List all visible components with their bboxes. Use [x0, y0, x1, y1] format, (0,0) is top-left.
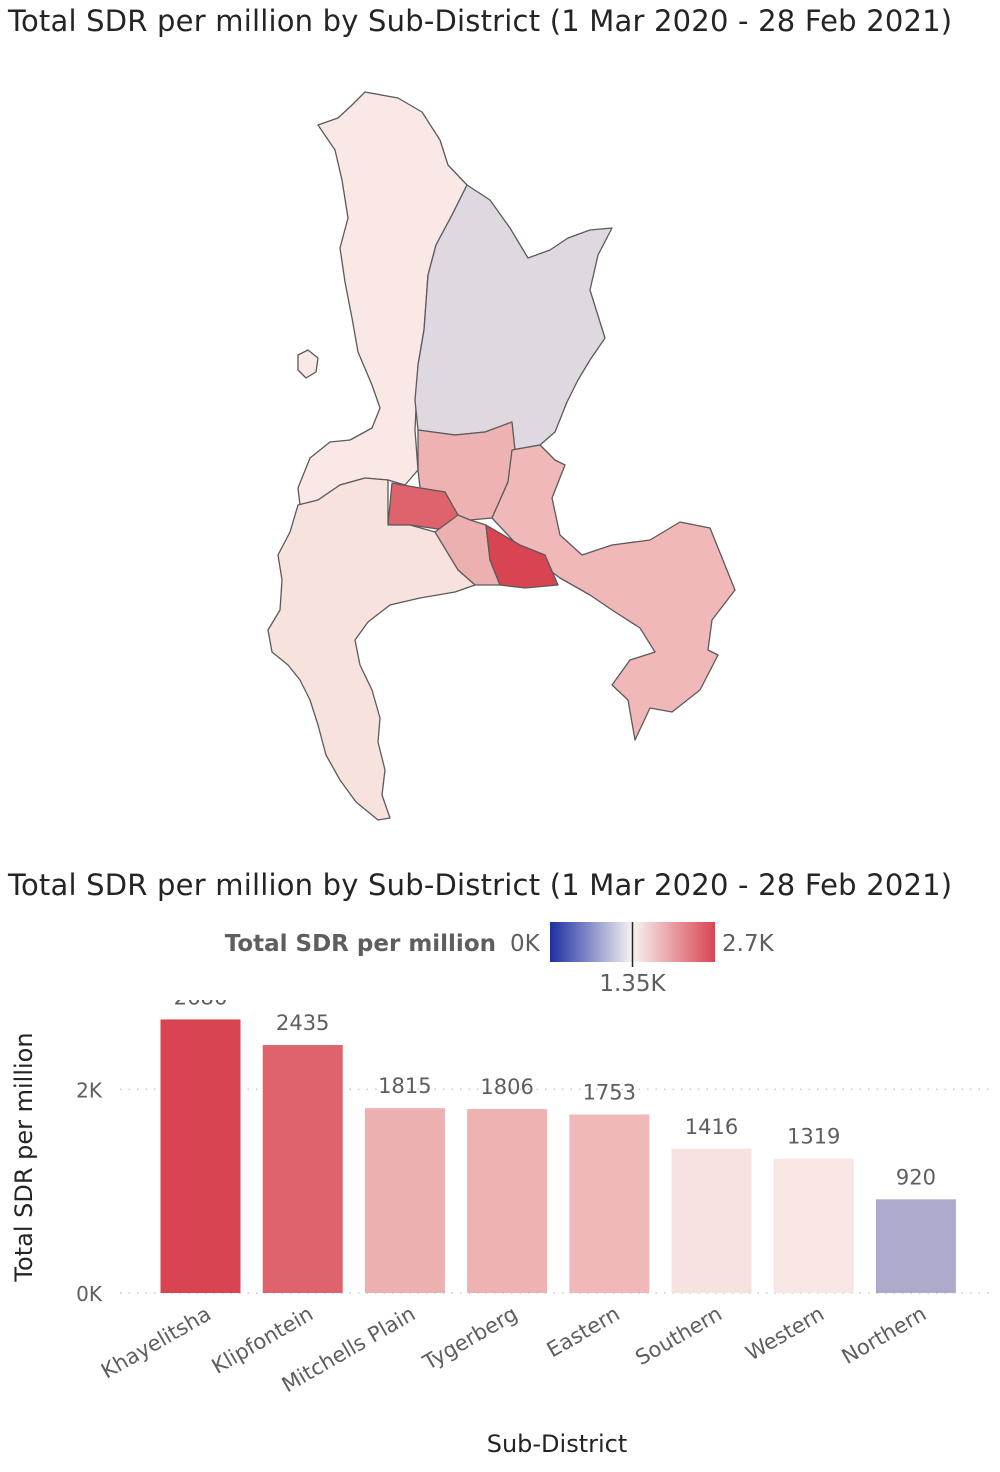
bar-western[interactable]: [773, 1158, 854, 1293]
data-label: 1753: [583, 1080, 636, 1104]
y-axis-title: Total SDR per million: [10, 1032, 38, 1282]
map-region-northern[interactable]: [414, 184, 613, 451]
data-label: 1815: [378, 1074, 431, 1098]
legend-max-label: 2.7K: [722, 931, 775, 957]
bar-eastern[interactable]: [569, 1114, 650, 1293]
data-label: 1416: [685, 1115, 738, 1139]
legend-min-label: 0K: [510, 931, 541, 957]
data-label: 2686: [174, 1000, 227, 1009]
bar-mitchells-plain[interactable]: [364, 1108, 445, 1293]
legend-title: Total SDR per million: [225, 931, 496, 957]
choropleth-map: [267, 91, 736, 821]
map-region-eastern[interactable]: [491, 444, 736, 741]
data-label: 920: [896, 1165, 936, 1189]
bar-southern[interactable]: [671, 1148, 752, 1293]
x-tick-label: Eastern: [543, 1302, 624, 1363]
map-region-robben-island: [297, 349, 319, 379]
color-legend: Total SDR per million 0K 2.7K 1.35K: [225, 922, 775, 995]
data-label: 1319: [787, 1125, 840, 1149]
x-axis-title: Sub-District: [487, 1430, 628, 1458]
bar-klipfontein[interactable]: [262, 1044, 343, 1293]
bar-tygerberg[interactable]: [467, 1109, 548, 1293]
x-tick-label: Northern: [838, 1302, 931, 1369]
y-tick-label: 0K: [76, 1282, 103, 1306]
x-tick-label: Western: [742, 1302, 829, 1366]
bar-khayelitsha[interactable]: [160, 1019, 241, 1293]
data-label: 1806: [480, 1075, 533, 1099]
bar-northern[interactable]: [875, 1199, 956, 1293]
x-tick-label: Southern: [631, 1302, 726, 1371]
legend-mid-label: 1.35K: [599, 971, 666, 995]
map-region-southern[interactable]: [267, 477, 476, 821]
data-label: 2435: [276, 1011, 329, 1035]
y-tick-label: 2K: [76, 1078, 103, 1102]
map-region-khayelitsha[interactable]: [485, 524, 559, 589]
x-tick-label: Tygerberg: [418, 1302, 522, 1376]
map-title: Total SDR per million by Sub-District (1…: [8, 4, 953, 38]
bar-chart-title: Total SDR per million by Sub-District (1…: [8, 868, 953, 902]
x-tick-label: Khayelitsha: [97, 1302, 215, 1384]
